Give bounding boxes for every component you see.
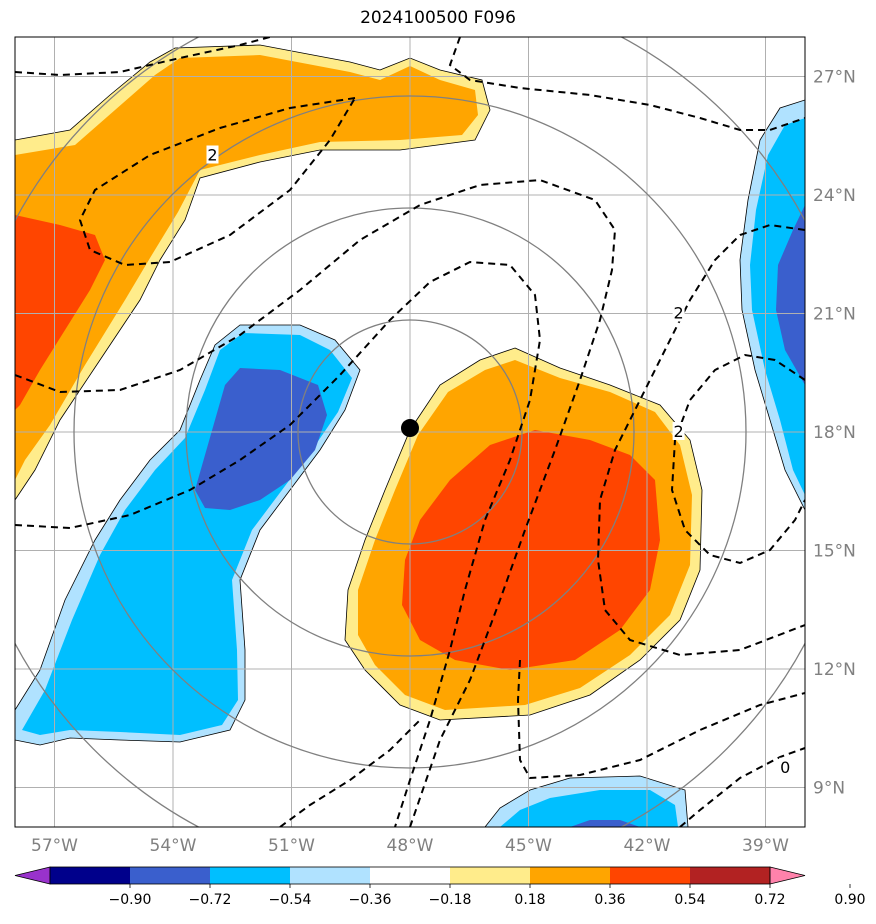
contour-bottom-right — [679, 747, 805, 827]
negative-south — [500, 790, 678, 827]
lat-tick-label: 21°N — [813, 305, 856, 325]
latitude-labels: 27°N 24°N 21°N 18°N 15°N 12°N 9°N — [813, 68, 856, 799]
colorbar-segment — [290, 867, 371, 884]
colorbar-labels: −0.90 −0.72 −0.54 −0.36 −0.18 0.18 0.36 0.54 0.7… — [109, 892, 866, 908]
range-ring-2 — [185, 207, 635, 657]
colorbar-segment — [210, 867, 291, 884]
lon-tick-label: 45°W — [505, 836, 552, 856]
negative-south-core — [570, 820, 640, 827]
colorbar-segment — [450, 867, 531, 884]
colorbar — [14, 866, 851, 888]
filled-contours — [15, 45, 805, 827]
colorbar-tick-label: 0.90 — [834, 892, 865, 908]
contour-labels: 2 2 2 0 — [206, 145, 792, 777]
lon-tick-label: 42°W — [624, 836, 671, 856]
colorbar-segment — [50, 867, 131, 884]
colorbar-tick-label: 0.18 — [514, 892, 545, 908]
colorbar-tick-label: −0.90 — [109, 892, 152, 908]
contour-label-bg — [672, 303, 685, 322]
colorbar-segment — [370, 867, 451, 884]
map-frame — [14, 36, 806, 828]
range-rings — [15, 37, 805, 827]
colorbar-frame — [49, 866, 771, 885]
lon-tick-label: 54°W — [150, 836, 197, 856]
contour-mid-ring — [15, 178, 617, 827]
lat-tick-label: 27°N — [813, 68, 856, 88]
colorbar-segment — [530, 867, 611, 884]
colorbar-tick-label: 0.72 — [754, 892, 785, 908]
lat-tick-label: 9°N — [813, 779, 845, 799]
lat-tick-label: 18°N — [813, 423, 856, 443]
storm-center-marker — [401, 419, 419, 438]
longitude-labels: 57°W 54°W 51°W 48°W 45°W 42°W 39°W — [31, 836, 789, 856]
negative-core — [195, 368, 327, 510]
dashed-contours — [15, 37, 805, 827]
colorbar-segment — [610, 867, 691, 884]
contour-label: 2 — [674, 304, 684, 323]
contour-label: 2 — [674, 422, 684, 441]
range-ring-1 — [297, 319, 523, 545]
contour-top — [15, 37, 271, 77]
contour-inner — [15, 260, 542, 827]
lat-tick-label: 12°N — [813, 660, 856, 680]
positive-band-nw — [15, 55, 478, 480]
lon-tick-label: 48°W — [387, 836, 434, 856]
contour-south-east — [516, 659, 805, 780]
contour-nw-loop — [78, 97, 356, 267]
colorbar-extend-high — [769, 866, 806, 885]
colorbar-segment — [690, 867, 771, 884]
outline-negative-lobe — [15, 324, 361, 746]
lon-tick-label: 51°W — [268, 836, 315, 856]
lon-tick-label: 39°W — [742, 836, 789, 856]
colorbar-tick-label: 0.36 — [594, 892, 625, 908]
contour-east-loop — [670, 353, 805, 565]
outline-positive-nw — [15, 44, 491, 501]
outline-negative-east — [739, 99, 805, 511]
lat-tick-label: 24°N — [813, 186, 856, 206]
plot-title: 2024100500 F096 — [360, 8, 516, 28]
contour-label-bg — [672, 422, 685, 440]
contour-label: 2 — [207, 146, 217, 165]
contour-east-2 — [596, 223, 805, 657]
outline-negative-south — [484, 775, 689, 827]
colorbar-tick-label: −0.54 — [269, 892, 312, 908]
colorbar-tick-label: 0.54 — [674, 892, 705, 908]
contour-outlines — [15, 44, 805, 827]
colorbar-tick-label: −0.72 — [189, 892, 232, 908]
range-ring-3 — [73, 95, 747, 769]
map-area: 2 2 2 0 — [15, 37, 805, 827]
colorbar-extend-low — [14, 866, 51, 885]
colorbar-tick-label: −0.18 — [429, 892, 472, 908]
lat-tick-label: 15°N — [813, 542, 856, 562]
contour-label-bg — [206, 145, 219, 164]
contour-east-1 — [448, 37, 805, 131]
colorbar-segment — [130, 867, 211, 884]
colorbar-tick-label: −0.36 — [349, 892, 392, 908]
positive-core-nw — [15, 215, 105, 410]
negative-east-core — [776, 205, 805, 385]
lon-tick-label: 57°W — [31, 836, 78, 856]
contour-label-bg — [779, 757, 792, 776]
contour-label: 0 — [780, 758, 790, 777]
contour-diagonal-sw — [279, 719, 421, 827]
